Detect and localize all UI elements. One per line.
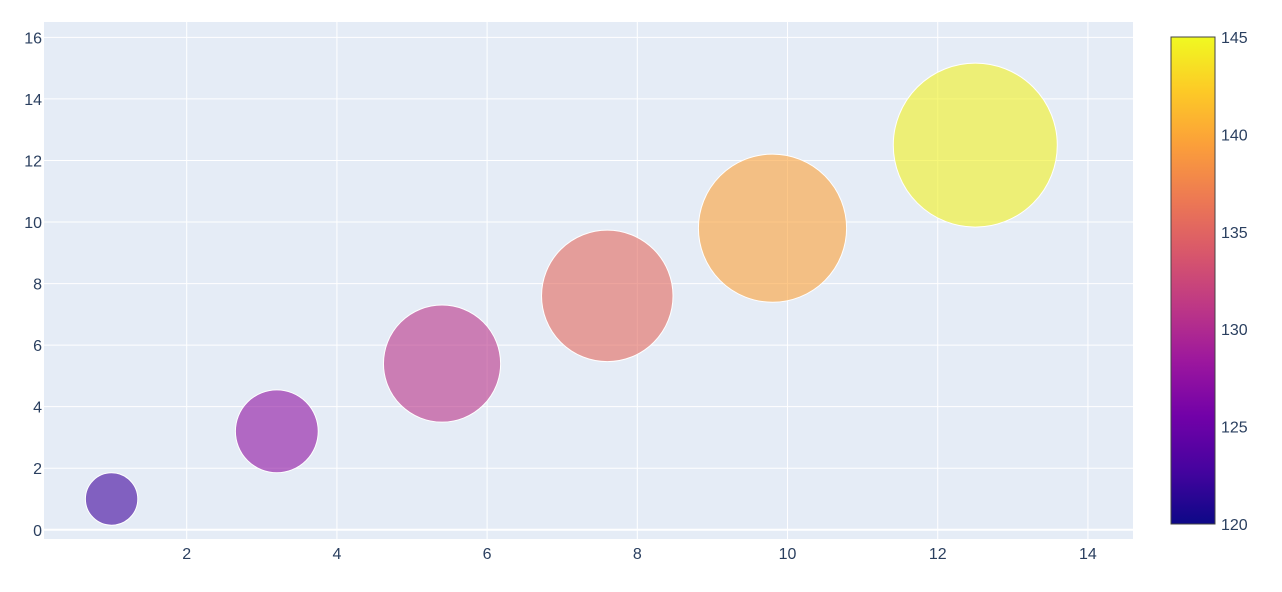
y-tick-label: 2 bbox=[33, 461, 42, 478]
colorbar-tick-label: 135 bbox=[1221, 225, 1248, 242]
y-tick-label: 6 bbox=[33, 338, 42, 355]
colorbar-tick-label: 125 bbox=[1221, 420, 1248, 437]
bubble-marker[interactable] bbox=[84, 472, 139, 526]
x-tick-label: 14 bbox=[1079, 546, 1097, 563]
bubble-marker[interactable] bbox=[697, 153, 848, 303]
x-tick-label: 10 bbox=[779, 546, 797, 563]
x-tick-label: 6 bbox=[483, 546, 492, 563]
colorbar-gradient bbox=[1170, 36, 1216, 525]
bubble-marker[interactable] bbox=[382, 304, 502, 423]
y-tick-label: 12 bbox=[24, 153, 42, 170]
bubble-marker[interactable] bbox=[541, 229, 674, 363]
y-tick-label: 16 bbox=[24, 30, 42, 47]
colorbar-tick-label: 120 bbox=[1221, 517, 1248, 534]
colorbar-tick-labels: 120 125 130 135 140 145 bbox=[1221, 30, 1248, 534]
y-tick-label: 0 bbox=[33, 523, 42, 540]
colorbar-tick-label: 130 bbox=[1221, 322, 1248, 339]
bubble-marker[interactable] bbox=[892, 62, 1058, 228]
x-tick-label: 2 bbox=[182, 546, 191, 563]
y-tick-label: 8 bbox=[33, 277, 42, 294]
x-tick-label: 12 bbox=[929, 546, 947, 563]
y-tick-label: 4 bbox=[33, 400, 42, 417]
y-tick-label: 10 bbox=[24, 215, 42, 232]
x-tick-label: 4 bbox=[332, 546, 341, 563]
x-tick-label: 8 bbox=[633, 546, 642, 563]
colorbar: 120 125 130 135 140 145 bbox=[1170, 30, 1248, 534]
bubble-marker[interactable] bbox=[234, 389, 319, 474]
axis-tick-labels: 2 4 6 8 10 12 14 0 2 4 6 8 10 12 14 16 bbox=[24, 30, 1097, 563]
colorbar-tick-label: 145 bbox=[1221, 30, 1248, 47]
y-tick-label: 14 bbox=[24, 92, 42, 109]
bubble-markers bbox=[84, 62, 1058, 526]
colorbar-tick-label: 140 bbox=[1221, 127, 1248, 144]
